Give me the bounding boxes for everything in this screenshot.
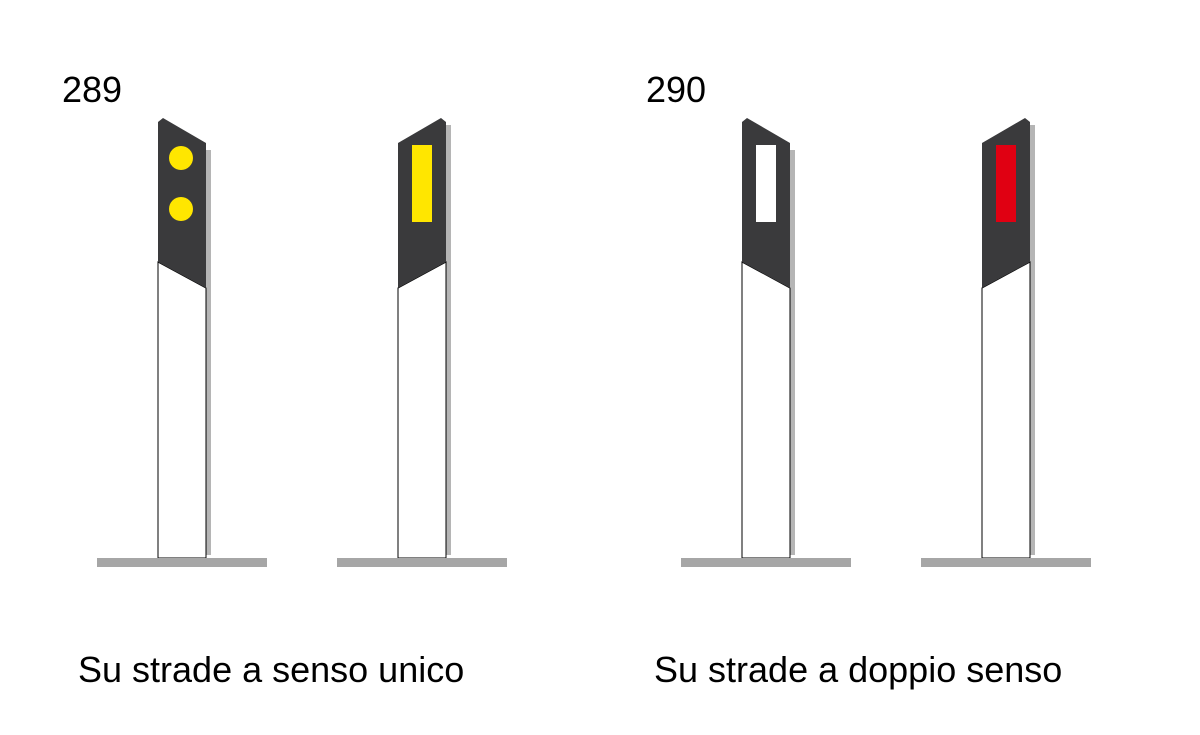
yellow-reflector-dot-top — [169, 146, 193, 170]
delineator-post-290-left — [981, 118, 1035, 559]
post-body — [397, 261, 447, 559]
ground-line-post-2 — [337, 558, 507, 567]
sign-number-289: 289 — [62, 69, 123, 110]
delineator-post-289-right — [157, 118, 211, 559]
sign-number-290: 290 — [646, 69, 707, 110]
post-shadow — [446, 125, 451, 555]
caption-two-way-roads: Su strade a doppio senso — [654, 649, 1063, 690]
yellow-reflector-rectangle — [412, 145, 432, 222]
post-body — [981, 261, 1031, 559]
post-shadow — [1030, 125, 1035, 555]
delineator-post-289-left — [397, 118, 451, 559]
post-shadow — [790, 150, 795, 555]
post-shadow — [206, 150, 211, 555]
post-body — [741, 261, 791, 559]
ground-line-post-3 — [681, 558, 851, 567]
ground-line-post-4 — [921, 558, 1091, 567]
delineator-post-290-right — [741, 118, 795, 559]
white-reflector-rectangle — [756, 145, 776, 222]
post-body — [157, 261, 207, 559]
caption-one-way-roads: Su strade a senso unico — [78, 649, 465, 690]
red-reflector-rectangle — [996, 145, 1016, 222]
ground-line-post-1 — [97, 558, 267, 567]
yellow-reflector-dot-bottom — [169, 197, 193, 221]
